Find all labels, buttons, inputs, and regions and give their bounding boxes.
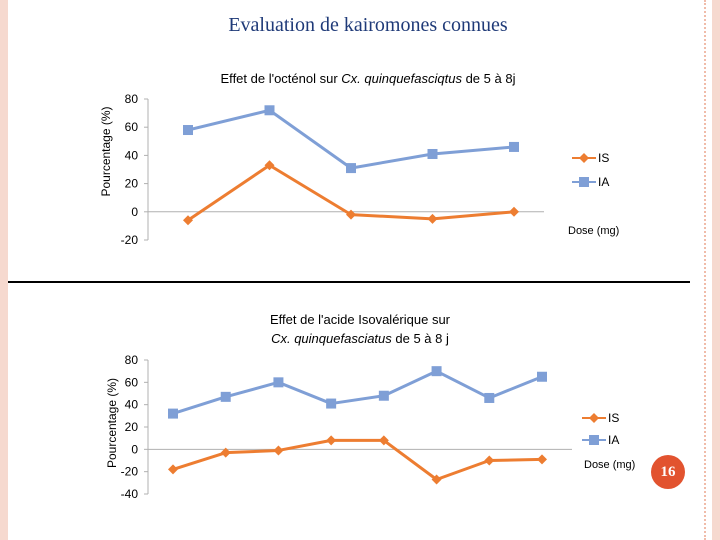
chart1-series-ia-point — [346, 163, 356, 174]
chart2-series-is-point — [168, 464, 178, 475]
chart2-series-is-point — [273, 445, 284, 456]
chart1-title: Effet de l'octénol sur Cx. quinquefasciq… — [221, 71, 516, 86]
chart1-series-is-point — [346, 209, 356, 220]
chart2-ytick-label: 40 — [125, 398, 139, 412]
chart1-series-is-point — [427, 213, 438, 224]
slide-frame-right — [712, 0, 720, 540]
chart1-x-label: Dose (mg) — [568, 225, 619, 237]
chart2-x-label: Dose (mg) — [584, 459, 635, 471]
chart2-series-is-point — [484, 455, 495, 466]
chart2-series-ia-point — [220, 391, 231, 402]
slide-title: Evaluation de kairomones connues — [228, 14, 508, 36]
chart1-legend-ia-marker — [579, 177, 589, 187]
chart2-series-is-point — [378, 435, 389, 446]
chart2-legend-ia-marker — [589, 435, 599, 445]
chart2-series-ia-point — [168, 408, 178, 419]
chart1-series-is-point — [509, 206, 519, 217]
chart1-legend-ia-label: IA — [598, 175, 609, 189]
chart2-series-ia-point — [537, 371, 547, 382]
chart2-series-ia-point — [431, 366, 442, 377]
chart2-series-ia-point — [484, 392, 495, 403]
chart1-series-ia-line — [187, 108, 515, 170]
chart2-title-line2: Cx. quinquefasciatus de 5 à 8 j — [271, 331, 449, 346]
chart2-ytick-label: 20 — [125, 420, 139, 434]
chart1-ytick-label: 0 — [131, 205, 138, 219]
chart1-legend-is-label: IS — [598, 151, 609, 165]
chart1-series-ia-point — [264, 105, 275, 116]
page-number-badge: 16 — [651, 455, 685, 489]
chart1-ytick-label: 60 — [125, 120, 139, 134]
chart2-series-ia-point — [273, 377, 284, 388]
chart1-ytick-label: 20 — [125, 177, 139, 191]
chart1-series-ia-point — [509, 141, 519, 152]
slide-dotted-border — [704, 0, 706, 540]
chart2-legend-is-label: IS — [608, 411, 619, 425]
chart1-ytick-label: -20 — [121, 233, 139, 247]
chart2-ytick-label: 0 — [131, 442, 138, 456]
chart2-series-ia-line — [172, 369, 543, 416]
chart1-series-is-point — [264, 160, 275, 171]
chart2-series-is-point — [537, 454, 547, 465]
chart2-series-ia-point — [326, 398, 337, 409]
slide-frame-left — [0, 0, 8, 540]
chart2-ytick-label: -20 — [121, 465, 139, 479]
chart2-ytick-label: 80 — [125, 353, 139, 367]
chart2-series-is-line — [172, 438, 543, 481]
chart1-series-ia-point — [427, 148, 438, 159]
chart2-ytick-label: -40 — [121, 487, 139, 501]
chart2-ytick-label: 60 — [125, 375, 139, 389]
chart2-title-line1: Effet de l'acide Isovalérique sur — [270, 312, 451, 327]
chart1-y-label: Pourcentage (%) — [99, 106, 113, 196]
chart2-series-ia-point — [378, 390, 389, 401]
chart2-series-is-point — [220, 447, 231, 458]
chart1-legend-is-marker — [579, 153, 589, 163]
chart2-legend-is-marker — [589, 413, 599, 423]
chart1-series-is-point — [183, 215, 193, 226]
chart2-series-is-point — [431, 474, 442, 485]
chart2-y-label: Pourcentage (%) — [105, 378, 119, 468]
chart1-ytick-label: 80 — [125, 92, 139, 106]
chart1-ytick-label: 40 — [125, 148, 139, 162]
chart2-series-is-point — [326, 435, 337, 446]
chart1-series-ia-point — [183, 125, 193, 136]
chart2-legend-ia-label: IA — [608, 433, 619, 447]
